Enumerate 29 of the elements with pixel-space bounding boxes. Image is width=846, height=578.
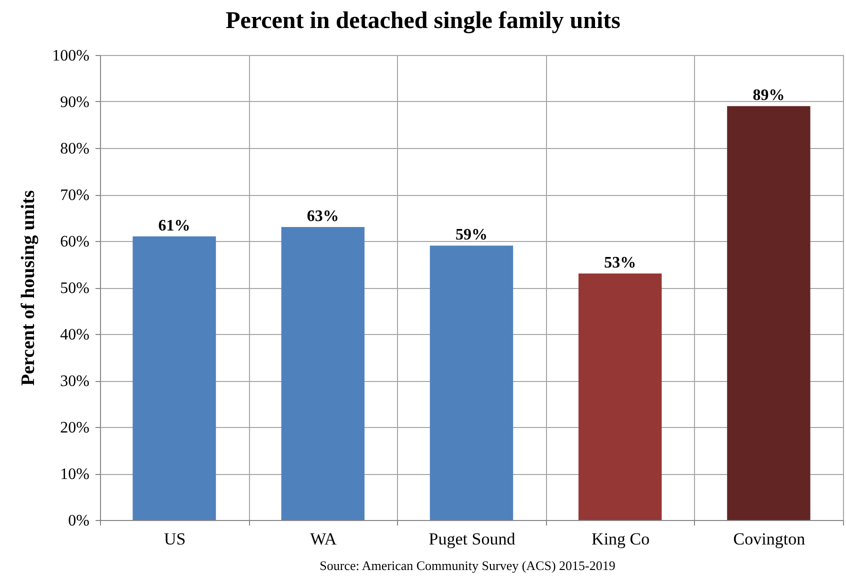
y-tick-label: 100% [52, 48, 90, 64]
y-tick-label: 30% [60, 373, 90, 390]
x-tick-label: Puget Sound [428, 530, 516, 548]
y-tick-label: 50% [60, 280, 90, 297]
data-label: 53% [604, 254, 636, 272]
y-tick-label: 40% [60, 326, 90, 344]
bar [430, 246, 514, 520]
data-label: 89% [752, 87, 785, 104]
x-tick-label: King Co [592, 530, 650, 548]
data-label: 59% [456, 226, 488, 244]
x-tick-label: Covington [733, 530, 806, 548]
y-tick-label: 20% [60, 420, 90, 436]
x-tick-label: US [164, 530, 186, 548]
y-tick-label: 70% [60, 187, 90, 204]
source-note: Source: American Community Survey (ACS) 2015-2019 [320, 558, 616, 573]
y-tick-label: 80% [60, 140, 90, 158]
y-tick-label: 10% [60, 466, 90, 483]
y-axis-title: Percent of housing units [18, 190, 40, 386]
data-label: 63% [306, 208, 339, 226]
y-tick-label: 0% [68, 512, 90, 530]
x-tick-label: WA [310, 530, 338, 548]
y-tick-label: 90% [60, 94, 90, 111]
bar [578, 274, 662, 520]
data-label: 61% [158, 217, 190, 234]
bar [281, 227, 365, 520]
bar [727, 106, 810, 520]
bar [132, 236, 216, 520]
chart-title: Percent in detached single family units [226, 8, 620, 34]
y-tick-label: 60% [60, 234, 90, 250]
